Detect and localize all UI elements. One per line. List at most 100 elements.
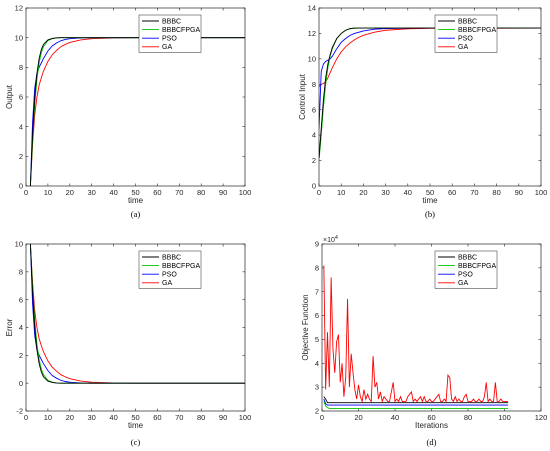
x-tick-label: 10 bbox=[44, 413, 52, 422]
x-tick-label: 60 bbox=[427, 413, 435, 422]
legend-label-ga: GA bbox=[458, 280, 468, 287]
x-tick-label: 30 bbox=[88, 413, 96, 422]
y-tick-label: 8 bbox=[312, 80, 316, 89]
y-tick-label: 0 bbox=[312, 182, 316, 191]
y-tick-label: -2 bbox=[16, 407, 23, 416]
x-tick-label: 100 bbox=[535, 188, 548, 197]
y-tick-label: 14 bbox=[308, 4, 316, 13]
y-tick-label: 2 bbox=[19, 152, 23, 161]
x-tick-label: 80 bbox=[197, 413, 205, 422]
legend-label-bbbc: BBBC bbox=[162, 18, 181, 25]
x-axis-label: Iterations bbox=[415, 421, 448, 430]
y-tick-label: 10 bbox=[15, 240, 23, 249]
legend-label-bbbcfpga: BBBCFPGA bbox=[162, 263, 200, 270]
y-tick-label: 8 bbox=[315, 263, 319, 272]
plot-frame bbox=[25, 7, 246, 187]
x-tick-label: 60 bbox=[153, 188, 161, 197]
x-tick-label: 40 bbox=[404, 188, 412, 197]
chart-panel-4: 0 20 40 60 80 100 120 2 3 4 5 6 7 8 9 ×104 Iterations Obj… bbox=[301, 235, 547, 447]
x-tick-label: 60 bbox=[448, 188, 456, 197]
y-tick-label: 2 bbox=[312, 156, 316, 165]
x-tick-label: 0 bbox=[24, 188, 28, 197]
legend-label-pso: PSO bbox=[162, 36, 177, 43]
y-tick-label: 8 bbox=[19, 63, 23, 72]
x-tick-label: 0 bbox=[24, 413, 28, 422]
series-line-ga bbox=[29, 244, 245, 384]
series-line-bbbc bbox=[29, 244, 245, 384]
series-line-bbbcfpga bbox=[323, 401, 509, 410]
y-tick-label: 10 bbox=[308, 54, 316, 63]
legend-label-bbbc: BBBC bbox=[162, 254, 181, 261]
y-axis-label: Objective Function bbox=[301, 294, 310, 360]
x-tick-label: 30 bbox=[88, 188, 96, 197]
series-line-pso bbox=[319, 27, 541, 129]
y-multiplier: ×104 bbox=[323, 235, 338, 244]
y-tick-label: 5 bbox=[315, 335, 319, 344]
y-tick-label: 4 bbox=[315, 359, 319, 368]
y-tick-label: 0 bbox=[19, 379, 23, 388]
x-tick-label: 100 bbox=[239, 188, 252, 197]
y-multiplier-exponent: 4 bbox=[335, 235, 338, 241]
chart-panel-1: 0 10 20 30 40 50 60 70 80 90 100 0 2 4 6 8 10 12 time Outpu… bbox=[5, 4, 251, 219]
x-tick-label: 70 bbox=[175, 413, 183, 422]
x-tick-label: 10 bbox=[337, 188, 345, 197]
y-tick-label: 7 bbox=[315, 287, 319, 296]
x-tick-label: 50 bbox=[426, 188, 434, 197]
legend-label-ga: GA bbox=[458, 44, 468, 51]
y-tick-label: 12 bbox=[15, 4, 23, 13]
legend-label-bbbc: BBBC bbox=[458, 254, 477, 261]
y-tick-label: 12 bbox=[308, 29, 316, 38]
x-tick-label: 30 bbox=[381, 188, 389, 197]
legend-label-bbbcfpga: BBBCFPGA bbox=[162, 27, 200, 34]
y-tick-label: 2 bbox=[19, 351, 23, 360]
series-line-bbbc bbox=[29, 37, 245, 186]
legend-label-bbbc: BBBC bbox=[458, 18, 477, 25]
y-tick-label: 6 bbox=[312, 105, 316, 114]
plot-frame bbox=[25, 243, 246, 412]
x-axis-label: time bbox=[422, 196, 438, 205]
plot-frame bbox=[318, 7, 542, 187]
chart-panel-2: 0 10 20 30 40 50 60 70 80 90 100 0 2 4 6 8 10 12 14 time Con… bbox=[298, 4, 547, 219]
chart-panel-3: 0 10 20 30 40 50 60 70 80 90 100-20246810timeError… bbox=[5, 240, 251, 447]
y-tick-label: 10 bbox=[15, 33, 23, 42]
x-tick-label: 20 bbox=[66, 413, 74, 422]
panel-caption: (c) bbox=[131, 437, 141, 447]
x-tick-label: 20 bbox=[66, 188, 74, 197]
y-tick-label: 4 bbox=[19, 323, 23, 332]
series-line-ga bbox=[323, 265, 509, 404]
x-tick-label: 80 bbox=[464, 413, 472, 422]
x-tick-label: 100 bbox=[239, 413, 252, 422]
y-tick-label: 3 bbox=[315, 383, 319, 392]
series-line-pso bbox=[323, 398, 509, 406]
series-line-bbbc bbox=[323, 396, 509, 404]
x-tick-label: 70 bbox=[175, 188, 183, 197]
x-tick-label: 0 bbox=[317, 188, 321, 197]
legend-label-pso: PSO bbox=[162, 272, 177, 279]
x-tick-label: 90 bbox=[219, 413, 227, 422]
legend-label-pso: PSO bbox=[458, 272, 473, 279]
y-axis-label: Control Input bbox=[298, 73, 307, 120]
x-tick-label: 60 bbox=[153, 413, 161, 422]
y-tick-label: 4 bbox=[312, 131, 316, 140]
x-tick-label: 20 bbox=[354, 413, 362, 422]
y-tick-label: 4 bbox=[19, 122, 23, 131]
y-tick-label: 2 bbox=[315, 407, 319, 416]
x-tick-label: 100 bbox=[498, 413, 511, 422]
series-line-bbbc bbox=[319, 27, 541, 159]
x-tick-label: 120 bbox=[535, 413, 548, 422]
legend-label-pso: PSO bbox=[458, 36, 473, 43]
legend-label-bbbcfpga: BBBCFPGA bbox=[458, 263, 496, 270]
plot-frame bbox=[321, 243, 542, 412]
x-tick-label: 70 bbox=[470, 188, 478, 197]
y-tick-label: 9 bbox=[315, 240, 319, 249]
x-tick-label: 10 bbox=[44, 188, 52, 197]
x-tick-label: 40 bbox=[109, 188, 117, 197]
x-tick-label: 90 bbox=[515, 188, 523, 197]
x-tick-label: 80 bbox=[197, 188, 205, 197]
x-tick-label: 90 bbox=[219, 188, 227, 197]
x-tick-label: 80 bbox=[492, 188, 500, 197]
y-axis-label: Output bbox=[5, 84, 14, 109]
